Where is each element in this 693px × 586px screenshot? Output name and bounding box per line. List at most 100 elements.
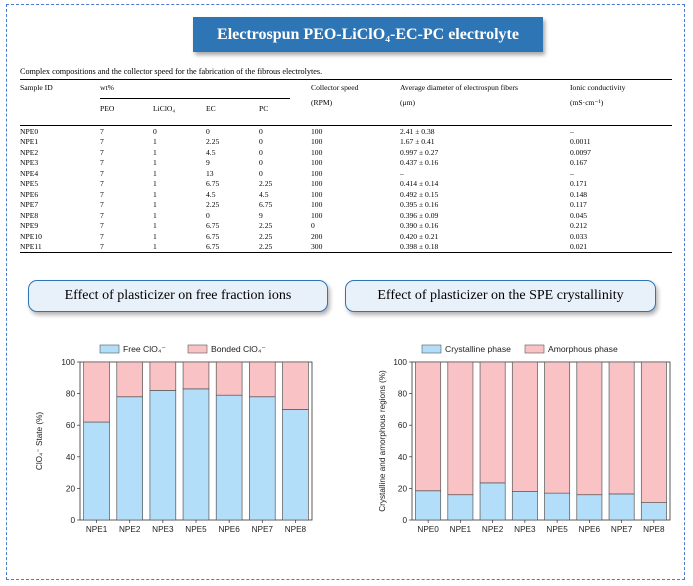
table-bottom-rule bbox=[20, 252, 672, 253]
table-header-rule bbox=[20, 125, 672, 126]
legend-swatch bbox=[421, 344, 442, 354]
table-cell: 7 bbox=[100, 127, 104, 136]
table-cell: 0.492 ± 0.15 bbox=[400, 189, 439, 199]
bar-segment bbox=[511, 491, 538, 521]
outer-dashed-frame bbox=[6, 4, 685, 580]
table-cell: 0.395 ± 0.16 bbox=[400, 200, 439, 210]
y-tick-label: 40 bbox=[66, 453, 76, 462]
y-tick-label: 100 bbox=[61, 358, 75, 367]
x-tick-label: NPE3 bbox=[152, 525, 174, 534]
table-cell: 13 bbox=[206, 168, 214, 178]
header-diameter-unit: (μm) bbox=[400, 98, 416, 107]
header-diameter-line1: Average diameter of electrospun fibers bbox=[400, 83, 518, 92]
table-cell: 100 bbox=[311, 210, 323, 220]
table-cell: 7 bbox=[100, 231, 104, 241]
bar-segment bbox=[640, 502, 667, 521]
y-tick-label: 60 bbox=[66, 421, 76, 430]
y-tick-label: 40 bbox=[398, 453, 408, 462]
table-cell: 0.437 ± 0.16 bbox=[400, 158, 439, 168]
table-cell: 2.25 bbox=[206, 200, 220, 210]
table-cell: 1 bbox=[153, 221, 157, 231]
free-ion-stacked-bar-chart: NPE1 NPE2 NPE3 NPE5 NPE6 NPE7 NPE8 0 20 40 60 80 100… bbox=[35, 344, 313, 534]
table-cell: 100 bbox=[311, 179, 323, 189]
table-cell: 9 bbox=[259, 210, 263, 220]
section-crystallinity: Effect of plasticizer on the SPE crystal… bbox=[345, 280, 656, 312]
table-cell: 0.021 bbox=[570, 242, 588, 252]
bar-segment bbox=[447, 361, 474, 496]
bar-segment bbox=[544, 492, 571, 521]
y-tick-label: 0 bbox=[402, 516, 407, 525]
y-axis-label: ClO₄⁻ State (%) bbox=[35, 412, 44, 470]
bar-segment bbox=[415, 361, 442, 492]
legend-swatch bbox=[524, 344, 545, 354]
table-cell: 1.67 ± 0.41 bbox=[400, 137, 435, 147]
y-tick-label: 0 bbox=[70, 516, 75, 525]
header-diameter: Average diameter of electrospun fibers bbox=[400, 79, 570, 98]
table-row: NPE9 7 1 6.75 2.25 0 0.390 ± 0.16 0.212 bbox=[20, 221, 672, 232]
table-cell: 0.398 ± 0.18 bbox=[400, 242, 439, 252]
bar-segment bbox=[182, 388, 210, 521]
table-row: NPE4 7 1 13 0 100 – – bbox=[20, 169, 672, 180]
x-tick-label: NPE6 bbox=[218, 525, 240, 534]
table-cell: NPE9 bbox=[20, 221, 39, 231]
x-tick-label: NPE1 bbox=[86, 525, 108, 534]
table-cell: NPE10 bbox=[20, 231, 42, 241]
header-speed-line1: Collector speed bbox=[311, 83, 359, 92]
header-speed: Collector speed bbox=[311, 79, 400, 98]
header-ec: EC bbox=[206, 104, 216, 113]
table-cell: NPE0 bbox=[20, 127, 39, 136]
table-cell: 0 bbox=[311, 221, 315, 231]
table-cell: 7 bbox=[100, 179, 104, 189]
table-cell: 100 bbox=[311, 200, 323, 210]
table-cell: 9 bbox=[206, 158, 210, 168]
bar-segment bbox=[149, 390, 177, 521]
bar-segment bbox=[83, 421, 110, 521]
table-cell: 0.0097 bbox=[570, 147, 591, 157]
table-body: NPE0 7 0 0 0 100 2.41 ± 0.38– NPE1 7 1 2.25 0 100 1.6… bbox=[20, 125, 672, 253]
table-cell: 100 bbox=[311, 137, 323, 147]
y-tick-label: 80 bbox=[66, 390, 76, 399]
table-cell: NPE8 bbox=[20, 210, 39, 220]
table-cell: 300 bbox=[311, 242, 323, 252]
bar-segment bbox=[576, 361, 603, 496]
bar-segment bbox=[249, 396, 276, 521]
table-cell: 0.390 ± 0.16 bbox=[400, 221, 439, 231]
y-tick-label: 80 bbox=[398, 390, 408, 399]
table-cell: 0.167 bbox=[570, 158, 588, 168]
table-cell: 1 bbox=[153, 137, 157, 147]
table-wt-rule bbox=[100, 98, 290, 99]
table-cell: NPE3 bbox=[20, 158, 39, 168]
legend-label: Amorphous phase bbox=[548, 344, 618, 354]
main-title: Electrospun PEO-LiClO₄-EC-PC electrolyte bbox=[193, 17, 543, 52]
x-tick-label: NPE6 bbox=[579, 525, 601, 534]
legend-label: Bonded ClO₄⁻ bbox=[211, 344, 266, 354]
table-cell: NPE4 bbox=[20, 168, 39, 178]
bar-segment bbox=[116, 396, 143, 521]
table-cell: NPE2 bbox=[20, 147, 39, 157]
table-cell: 0.045 bbox=[570, 210, 588, 220]
table-cell: 4.5 bbox=[259, 189, 269, 199]
table-top-rule bbox=[20, 79, 672, 80]
composition-table: Sample ID wt% Collector speed Average di… bbox=[20, 79, 672, 253]
table-cell: 100 bbox=[311, 158, 323, 168]
table-cell: 0 bbox=[259, 147, 263, 157]
table-cell: 7 bbox=[100, 221, 104, 231]
table-cell: 7 bbox=[100, 210, 104, 220]
table-cell: 0 bbox=[206, 127, 210, 136]
table-cell: – bbox=[400, 168, 404, 178]
y-tick-label: 60 bbox=[398, 421, 408, 430]
header-pc: PC bbox=[259, 104, 269, 113]
table-cell: 1 bbox=[153, 168, 157, 178]
table-cell: 100 bbox=[311, 168, 323, 178]
table-cell: 6.75 bbox=[206, 221, 220, 231]
table-cell: 7 bbox=[100, 137, 104, 147]
table-cell: – bbox=[570, 168, 574, 178]
table-cell: 7 bbox=[100, 200, 104, 210]
x-tick-label: NPE7 bbox=[611, 525, 633, 534]
table-cell: 0.212 bbox=[570, 221, 588, 231]
table-row: NPE2 7 1 4.5 0 100 0.997 ± 0.27 0.0097 bbox=[20, 148, 672, 159]
header-conductivity-unit: (mS·cm⁻¹) bbox=[570, 98, 604, 107]
x-tick-label: NPE1 bbox=[450, 525, 472, 534]
legend-label: Crystalline phase bbox=[445, 344, 511, 354]
table-row: NPE6 7 1 4.5 4.5 100 0.492 ± 0.15 0.148 bbox=[20, 190, 672, 201]
